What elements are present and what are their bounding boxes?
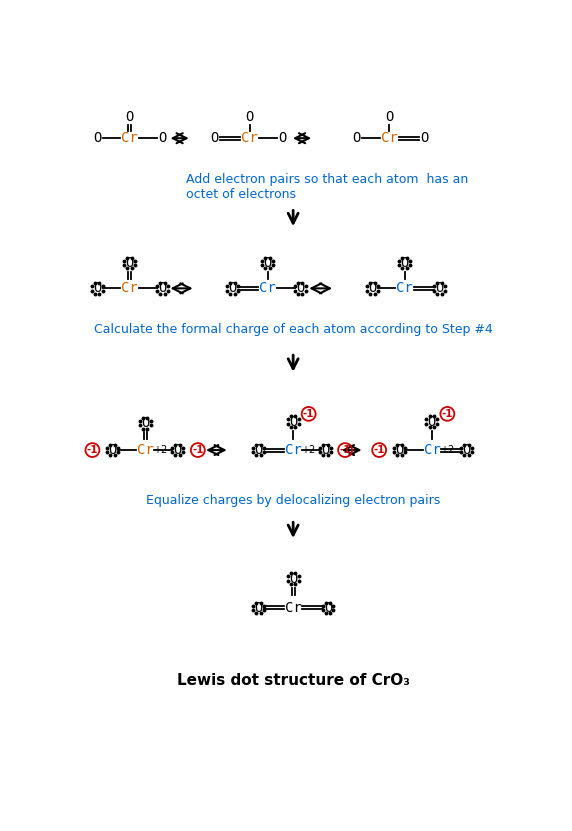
Text: O: O (254, 601, 263, 615)
Text: -1: -1 (442, 409, 453, 419)
Text: O: O (158, 131, 166, 145)
Text: O: O (321, 443, 330, 457)
Text: Cr: Cr (285, 601, 301, 615)
Text: Cr: Cr (241, 131, 258, 145)
Text: Cr: Cr (121, 131, 138, 145)
Text: O: O (463, 443, 471, 457)
Text: Cr: Cr (259, 282, 276, 295)
Text: Cr: Cr (381, 131, 398, 145)
Text: Equalize charges by delocalizing electron pairs: Equalize charges by delocalizing electro… (146, 494, 440, 507)
Text: +2: +2 (301, 445, 315, 455)
Text: O: O (141, 416, 149, 430)
Text: O: O (385, 110, 394, 124)
Text: -1: -1 (303, 409, 315, 419)
Text: O: O (324, 601, 332, 615)
Text: O: O (245, 110, 254, 124)
Text: +2: +2 (153, 445, 167, 455)
Text: O: O (428, 415, 436, 429)
Text: O: O (296, 282, 304, 295)
Text: O: O (228, 282, 237, 295)
Text: O: O (173, 443, 182, 457)
Text: O: O (254, 443, 263, 457)
Text: O: O (125, 256, 134, 270)
Text: Lewis dot structure of CrO₃: Lewis dot structure of CrO₃ (177, 673, 410, 688)
Text: O: O (289, 572, 297, 586)
Text: Cr: Cr (423, 443, 440, 457)
Text: O: O (420, 131, 428, 145)
Text: O: O (108, 443, 117, 457)
Text: Cr: Cr (137, 443, 153, 457)
Text: O: O (158, 282, 166, 295)
Text: O: O (368, 282, 376, 295)
Text: O: O (395, 443, 403, 457)
Text: O: O (263, 256, 272, 270)
Text: O: O (93, 131, 101, 145)
Text: -1: -1 (374, 445, 385, 455)
Text: O: O (125, 110, 134, 124)
Text: Cr: Cr (121, 282, 138, 295)
Text: O: O (210, 131, 219, 145)
Text: Add electron pairs so that each atom  has an
octet of electrons: Add electron pairs so that each atom has… (186, 173, 468, 201)
Text: O: O (435, 282, 444, 295)
Text: O: O (93, 282, 101, 295)
Text: O: O (400, 256, 409, 270)
Text: -1: -1 (339, 445, 351, 455)
Text: +2: +2 (440, 445, 454, 455)
Text: O: O (289, 415, 297, 429)
Text: Cr: Cr (396, 282, 413, 295)
Text: Calculate the formal charge of each atom according to Step #4: Calculate the formal charge of each atom… (94, 323, 492, 336)
Text: -1: -1 (192, 445, 204, 455)
Text: -1: -1 (87, 445, 98, 455)
Text: O: O (352, 131, 361, 145)
Text: Cr: Cr (285, 443, 301, 457)
Text: O: O (278, 131, 287, 145)
